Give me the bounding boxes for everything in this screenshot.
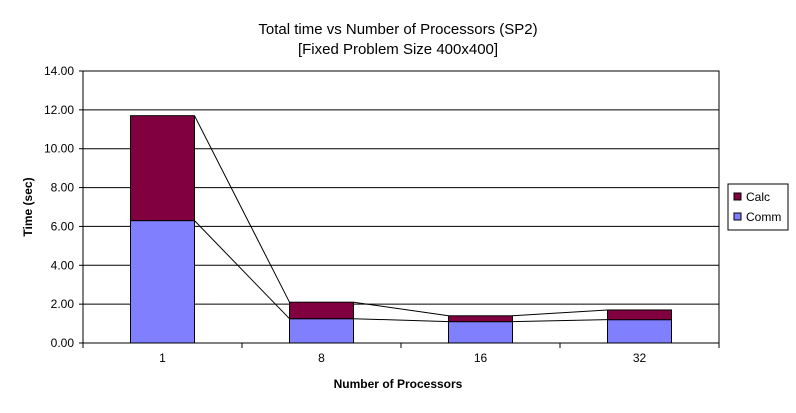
series-line-calc (194, 115, 290, 303)
x-tick-label: 32 (633, 351, 647, 365)
y-tick-label: 0.00 (51, 336, 75, 350)
legend-swatch-comm (733, 212, 742, 221)
series-line-calc (512, 309, 608, 317)
legend-box (727, 183, 789, 231)
y-tick-label: 4.00 (51, 258, 75, 272)
x-axis-ticks: 1 8 16 32 (82, 343, 720, 365)
y-axis-ticks: 0.00 2.00 4.00 6.00 8.00 10.00 12.00 14.00 (44, 64, 83, 350)
y-tick-label: 2.00 (51, 297, 75, 311)
bar-calc-16 (448, 315, 513, 323)
x-axis-title: Number of Processors (334, 377, 463, 391)
chart-subtitle: [Fixed Problem Size 400x400] (298, 41, 498, 58)
bar-comm-1 (130, 220, 195, 344)
x-tick-label: 16 (474, 351, 488, 365)
bars (130, 115, 672, 344)
series-line-comm (353, 318, 449, 323)
series-lines (194, 115, 608, 323)
x-tick-label: 1 (159, 351, 166, 365)
legend: Calc Comm (727, 183, 789, 231)
bar-calc-1 (130, 115, 195, 222)
y-tick-label: 6.00 (51, 219, 75, 233)
y-tick-label: 8.00 (51, 181, 75, 195)
bar-calc-8 (289, 301, 354, 320)
y-tick-label: 14.00 (44, 64, 74, 78)
x-tick-label: 8 (318, 351, 325, 365)
chart-title: Total time vs Number of Processors (SP2) (258, 21, 537, 38)
legend-label-calc: Calc (746, 190, 770, 204)
y-tick-label: 10.00 (44, 142, 74, 156)
legend-label-comm: Comm (746, 210, 781, 224)
bar-calc-32 (607, 309, 672, 321)
y-axis-title: Time (sec) (21, 177, 35, 236)
legend-swatch-calc (733, 192, 742, 201)
y-tick-label: 12.00 (44, 103, 74, 117)
bar-comm-8 (289, 318, 354, 344)
series-line-comm (194, 220, 290, 320)
series-line-comm (512, 319, 608, 323)
series-line-calc (353, 301, 449, 317)
bar-comm-32 (607, 319, 672, 344)
bar-comm-16 (448, 321, 513, 344)
